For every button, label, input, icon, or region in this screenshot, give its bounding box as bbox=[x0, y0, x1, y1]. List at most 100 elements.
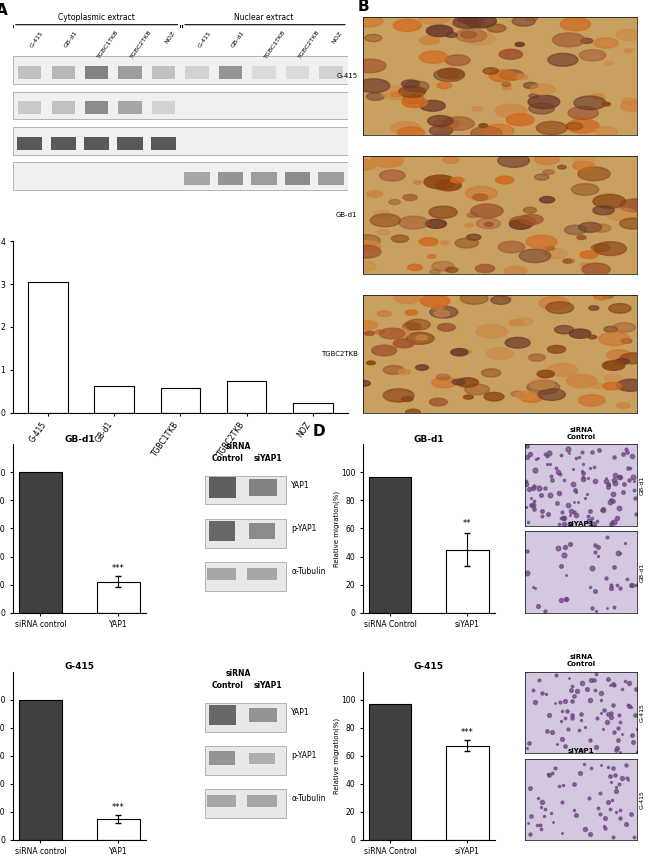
Text: siRNA: siRNA bbox=[226, 669, 251, 679]
Circle shape bbox=[578, 394, 605, 406]
Circle shape bbox=[502, 86, 512, 90]
Text: siRNA
Control: siRNA Control bbox=[567, 655, 595, 668]
Title: GB-d1: GB-d1 bbox=[64, 434, 95, 444]
Circle shape bbox=[540, 196, 554, 203]
Circle shape bbox=[443, 117, 474, 130]
Circle shape bbox=[588, 335, 597, 339]
Circle shape bbox=[593, 195, 625, 208]
Circle shape bbox=[437, 130, 450, 136]
Circle shape bbox=[371, 153, 404, 167]
Circle shape bbox=[467, 213, 478, 218]
Circle shape bbox=[589, 306, 599, 310]
Circle shape bbox=[402, 80, 419, 87]
Text: G-415: G-415 bbox=[639, 790, 644, 809]
Circle shape bbox=[439, 69, 464, 80]
Circle shape bbox=[602, 102, 610, 106]
Circle shape bbox=[502, 82, 511, 87]
Circle shape bbox=[467, 234, 481, 240]
Text: siYAP1: siYAP1 bbox=[253, 681, 281, 691]
Bar bbox=[286, 66, 309, 79]
Circle shape bbox=[592, 225, 611, 232]
Circle shape bbox=[543, 246, 556, 251]
Bar bbox=[51, 66, 75, 79]
Circle shape bbox=[593, 206, 614, 215]
Bar bbox=[13, 92, 348, 119]
Circle shape bbox=[599, 333, 630, 345]
Circle shape bbox=[355, 59, 386, 73]
Circle shape bbox=[617, 403, 630, 409]
Circle shape bbox=[482, 369, 500, 377]
Circle shape bbox=[430, 178, 440, 183]
Circle shape bbox=[421, 295, 450, 308]
Bar bbox=[293, 404, 333, 413]
Circle shape bbox=[461, 31, 476, 38]
Text: Cytoplasmic extract: Cytoplasmic extract bbox=[58, 13, 135, 22]
Title: G-415: G-415 bbox=[414, 662, 444, 671]
Circle shape bbox=[592, 384, 604, 388]
Bar bbox=[252, 66, 276, 79]
Bar bbox=[447, 549, 489, 613]
Bar bbox=[205, 476, 286, 505]
Circle shape bbox=[537, 370, 554, 378]
Circle shape bbox=[500, 69, 524, 80]
Circle shape bbox=[375, 330, 385, 334]
Circle shape bbox=[389, 328, 410, 338]
Text: ***: *** bbox=[461, 728, 474, 738]
Circle shape bbox=[580, 263, 590, 267]
Circle shape bbox=[563, 260, 571, 263]
Circle shape bbox=[536, 122, 567, 135]
Circle shape bbox=[443, 156, 459, 164]
Text: D: D bbox=[313, 424, 326, 439]
Circle shape bbox=[574, 96, 606, 110]
Bar bbox=[85, 101, 109, 115]
Text: TGBC2TKB: TGBC2TKB bbox=[320, 351, 358, 357]
Circle shape bbox=[465, 33, 495, 45]
Circle shape bbox=[417, 88, 426, 93]
Circle shape bbox=[573, 161, 594, 171]
Circle shape bbox=[395, 292, 420, 303]
Circle shape bbox=[519, 249, 551, 262]
Bar bbox=[51, 136, 76, 150]
Circle shape bbox=[430, 399, 447, 406]
Circle shape bbox=[462, 350, 471, 354]
Circle shape bbox=[383, 389, 414, 402]
Circle shape bbox=[622, 98, 638, 105]
Circle shape bbox=[606, 208, 637, 221]
Circle shape bbox=[603, 361, 625, 370]
Circle shape bbox=[499, 50, 523, 59]
Circle shape bbox=[579, 50, 606, 61]
Circle shape bbox=[471, 127, 502, 140]
Circle shape bbox=[484, 393, 504, 401]
Text: GB-d1: GB-d1 bbox=[63, 30, 79, 48]
Bar bbox=[249, 708, 277, 722]
Text: A: A bbox=[0, 3, 8, 18]
Bar bbox=[152, 101, 176, 115]
Circle shape bbox=[408, 264, 422, 271]
Circle shape bbox=[367, 190, 382, 197]
Text: TGBC1TKB: TGBC1TKB bbox=[97, 30, 120, 60]
Circle shape bbox=[441, 241, 449, 245]
Text: ***: *** bbox=[112, 803, 125, 812]
Text: α-Tubulin: α-Tubulin bbox=[291, 794, 326, 804]
Bar bbox=[28, 282, 68, 413]
Circle shape bbox=[430, 269, 440, 274]
Bar bbox=[248, 795, 277, 807]
Circle shape bbox=[367, 93, 384, 100]
Bar bbox=[161, 388, 200, 413]
Text: TGBC2TKB: TGBC2TKB bbox=[130, 30, 153, 60]
Circle shape bbox=[484, 223, 493, 226]
Circle shape bbox=[615, 358, 629, 364]
Circle shape bbox=[434, 310, 449, 317]
Circle shape bbox=[605, 62, 614, 65]
Circle shape bbox=[580, 39, 593, 44]
Circle shape bbox=[538, 388, 566, 400]
Bar bbox=[97, 818, 140, 840]
Circle shape bbox=[473, 194, 488, 201]
Circle shape bbox=[560, 18, 591, 31]
Circle shape bbox=[419, 237, 438, 246]
Y-axis label: Relative migration(%): Relative migration(%) bbox=[333, 717, 339, 794]
Circle shape bbox=[426, 219, 447, 228]
Text: TGBC2TKB: TGBC2TKB bbox=[298, 30, 321, 60]
Circle shape bbox=[603, 382, 621, 390]
Text: NOZ: NOZ bbox=[331, 30, 343, 44]
